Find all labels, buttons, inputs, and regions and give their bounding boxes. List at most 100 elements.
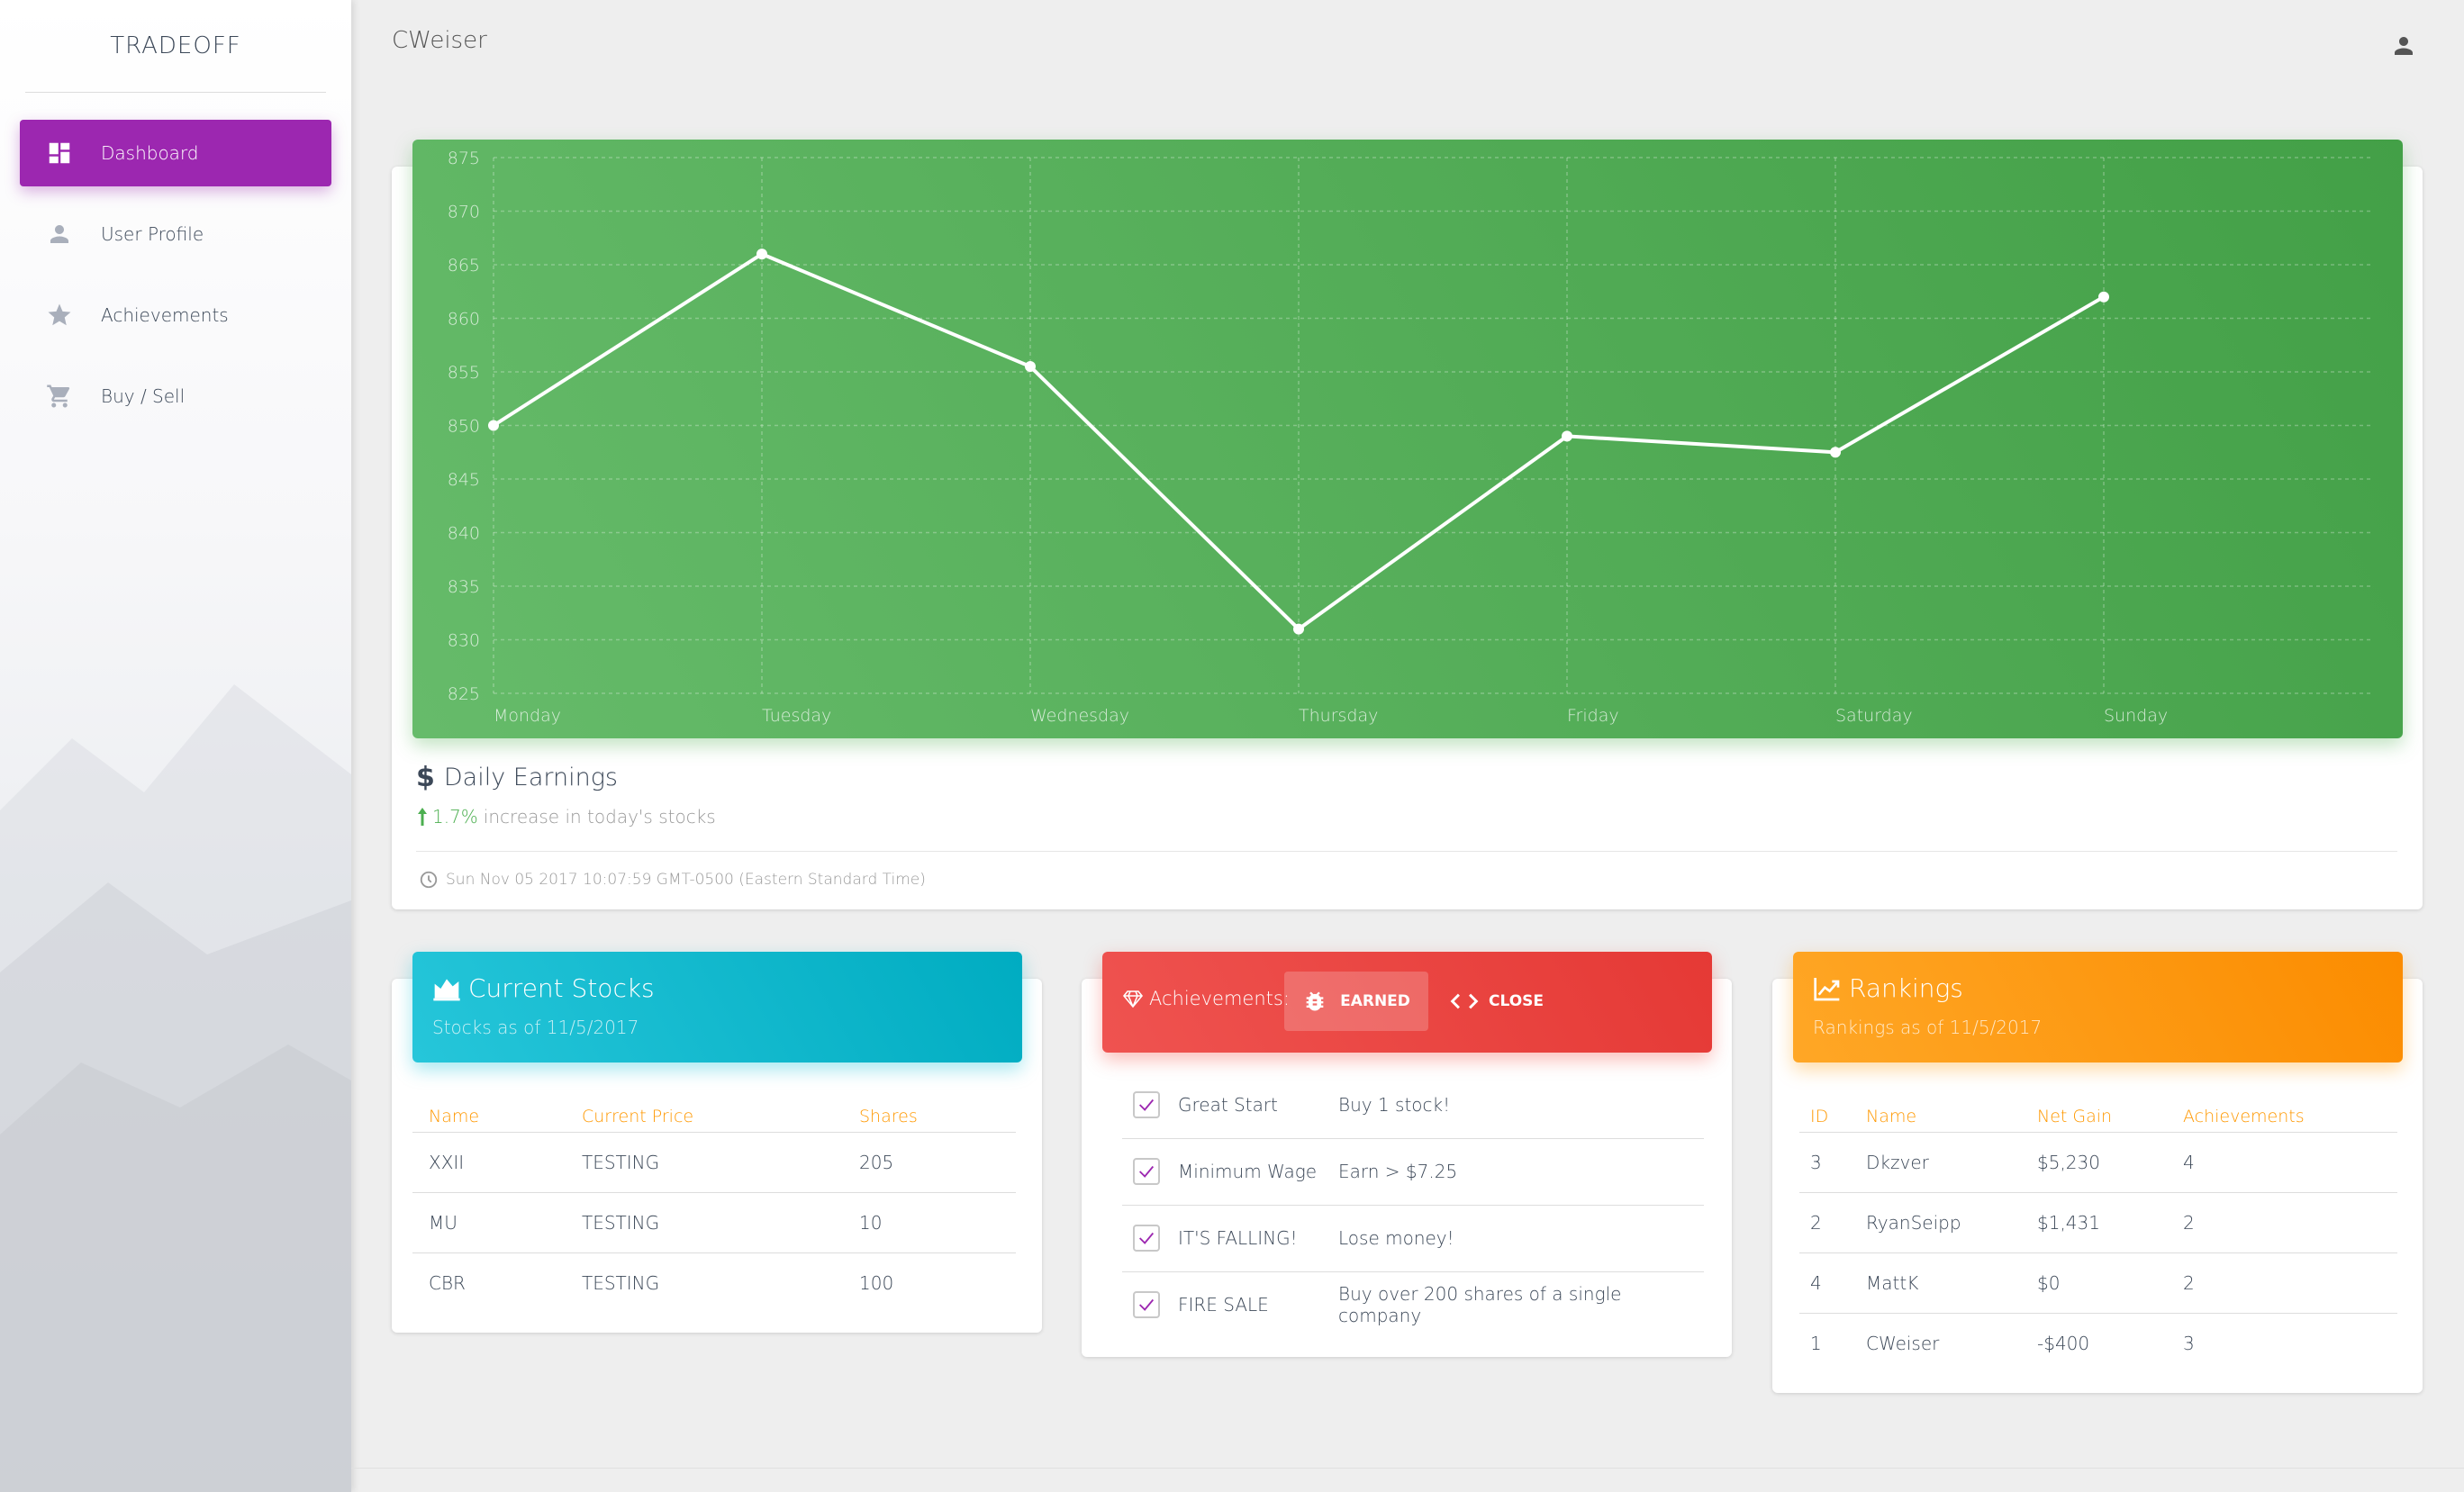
table-row: Great Start Buy 1 stock! — [1122, 1072, 1704, 1138]
chart-category: 1.7% increase in today's stocks — [416, 806, 716, 827]
sidebar-item-achievements[interactable]: Achievements — [20, 282, 331, 348]
table-cell: $5,230 — [2026, 1131, 2172, 1192]
sidebar-background-mountain — [0, 684, 351, 1492]
table-cell: 2 — [2172, 1252, 2397, 1313]
tab-earned[interactable]: EARNED — [1284, 972, 1428, 1031]
tab-close[interactable]: CLOSE — [1449, 972, 1557, 1031]
table-cell: RyanSeipp — [1855, 1191, 2026, 1252]
data-point — [1025, 361, 1036, 373]
line-chart-svg: 825 830 835 840 845 850 855 860 865 870 875 Monday T… — [448, 149, 2371, 726]
tab-close-label: CLOSE — [1489, 992, 1545, 1010]
table-cell: 4 — [1799, 1252, 1855, 1313]
table-cell: 10 — [843, 1191, 1016, 1252]
bug-icon — [1306, 991, 1324, 1011]
dashboard-icon — [45, 139, 74, 167]
check-icon — [1139, 1232, 1155, 1244]
table-row: MU TESTING 10 — [412, 1191, 1016, 1252]
table-cell — [1122, 1137, 1178, 1205]
table-row: 2 RyanSeipp $1,431 2 — [1799, 1191, 2397, 1252]
chart-footer: Sun Nov 05 2017 10:07:59 GMT-0500 (Easte… — [419, 870, 926, 890]
change-percent: 1.7% — [432, 806, 478, 827]
footer-divider — [351, 1468, 2464, 1469]
arrow-up-icon — [418, 808, 427, 826]
star-icon — [45, 301, 74, 330]
current-stocks-title: Current Stocks — [432, 973, 655, 1003]
area-chart-icon — [433, 978, 460, 1000]
data-point — [1562, 430, 1572, 442]
achievement-checkbox[interactable] — [1133, 1090, 1160, 1118]
y-tick-label: 860 — [448, 310, 480, 330]
table-cell: Buy 1 stock! — [1338, 1093, 1451, 1116]
table-cell: TESTING — [566, 1191, 843, 1252]
table-cell — [1122, 1072, 1178, 1138]
check-icon — [1139, 1099, 1155, 1111]
achievement-checkbox[interactable] — [1133, 1291, 1160, 1319]
table-cell — [1122, 1204, 1178, 1271]
table-cell: MattK — [1855, 1252, 2026, 1313]
data-point — [2098, 291, 2109, 303]
chart-divider — [416, 851, 2397, 852]
sidebar-item-dashboard[interactable]: Dashboard — [20, 120, 331, 186]
dollar-icon: $ — [416, 762, 435, 793]
table-cell: Great Start — [1178, 1093, 1278, 1116]
diamond-icon — [1122, 990, 1144, 1008]
chart-title: $ Daily Earnings — [416, 762, 618, 793]
timestamp: Sun Nov 05 2017 10:07:59 GMT-0500 (Easte… — [446, 871, 926, 889]
achievements-label: Achievements: — [1122, 988, 1290, 1009]
y-tick-label: 845 — [448, 470, 480, 490]
cart-icon — [45, 382, 74, 411]
trending-up-icon — [1814, 977, 1840, 1000]
sidebar-item-buy-sell[interactable]: Buy / Sell — [20, 363, 331, 430]
account-icon[interactable] — [2390, 32, 2417, 59]
table-cell: Earn > $7.25 — [1338, 1137, 1704, 1205]
table-cell: $1,431 — [2026, 1191, 2172, 1252]
sidebar-item-user-profile[interactable]: User Profile — [20, 201, 331, 267]
x-tick-label: Monday — [494, 706, 561, 726]
sidebar-item-label: Achievements — [101, 304, 229, 326]
y-tick-label: 875 — [448, 149, 480, 168]
table-cell — [1122, 1270, 1178, 1338]
table-cell: CBR — [412, 1252, 566, 1313]
table-cell: Minimum Wage — [1178, 1137, 1338, 1205]
y-tick-label: 855 — [448, 363, 480, 383]
sidebar-item-label: Buy / Sell — [101, 385, 186, 407]
x-tick-label: Friday — [1567, 706, 1619, 726]
rankings-subtitle: Rankings as of 11/5/2017 — [1813, 1017, 2043, 1038]
x-tick-label: Saturday — [1835, 706, 1913, 726]
table-cell: XXII — [412, 1131, 566, 1192]
y-tick-label: 870 — [448, 203, 480, 222]
column-header: Shares — [843, 1094, 1016, 1133]
sidebar-item-label: User Profile — [101, 223, 204, 245]
table-row: CBR TESTING 100 — [412, 1252, 1016, 1313]
x-tick-label: Tuesday — [762, 706, 831, 726]
current-stocks-header: Current Stocks Stocks as of 11/5/2017 — [412, 952, 1022, 1062]
data-point — [756, 249, 767, 260]
y-tick-label: 840 — [448, 524, 480, 544]
code-icon — [1450, 993, 1479, 1009]
tab-earned-label: EARNED — [1340, 992, 1410, 1010]
y-tick-label: 825 — [448, 684, 480, 704]
brand-logo[interactable]: TRADEOFF — [110, 32, 241, 59]
sidebar: TRADEOFF Dashboard User Profile Achievem… — [0, 0, 351, 1492]
daily-earnings-chart: 825 830 835 840 845 850 855 860 865 870 875 Monday T… — [412, 140, 2403, 738]
table-cell: Dkzver — [1855, 1131, 2026, 1192]
data-point — [1830, 447, 1841, 458]
y-tick-label: 865 — [448, 256, 480, 276]
stocks-table: Name Current Price Shares XXII TESTING 2… — [412, 1094, 1016, 1313]
table-row: Minimum Wage Earn > $7.25 — [1122, 1137, 1704, 1205]
column-header: Name — [1855, 1094, 2026, 1133]
table-cell: 2 — [2172, 1191, 2397, 1252]
brand-divider — [25, 92, 326, 93]
achievements-header: Achievements: EARNED CLOSE — [1102, 952, 1712, 1053]
table-cell: 100 — [843, 1252, 1016, 1313]
achievement-checkbox[interactable] — [1133, 1158, 1160, 1185]
rankings-table: ID Name Net Gain Achievements 3 Dkzver $… — [1799, 1094, 2397, 1373]
table-row: XXII TESTING 205 — [412, 1131, 1016, 1192]
column-header: Achievements — [2172, 1094, 2397, 1133]
current-stocks-subtitle: Stocks as of 11/5/2017 — [432, 1017, 639, 1038]
table-cell: $0 — [2026, 1252, 2172, 1313]
chart-title-text: Daily Earnings — [443, 764, 619, 791]
current-stocks-title-text: Current Stocks — [468, 973, 655, 1003]
x-tick-label: Thursday — [1299, 706, 1378, 726]
achievement-checkbox[interactable] — [1133, 1225, 1160, 1252]
